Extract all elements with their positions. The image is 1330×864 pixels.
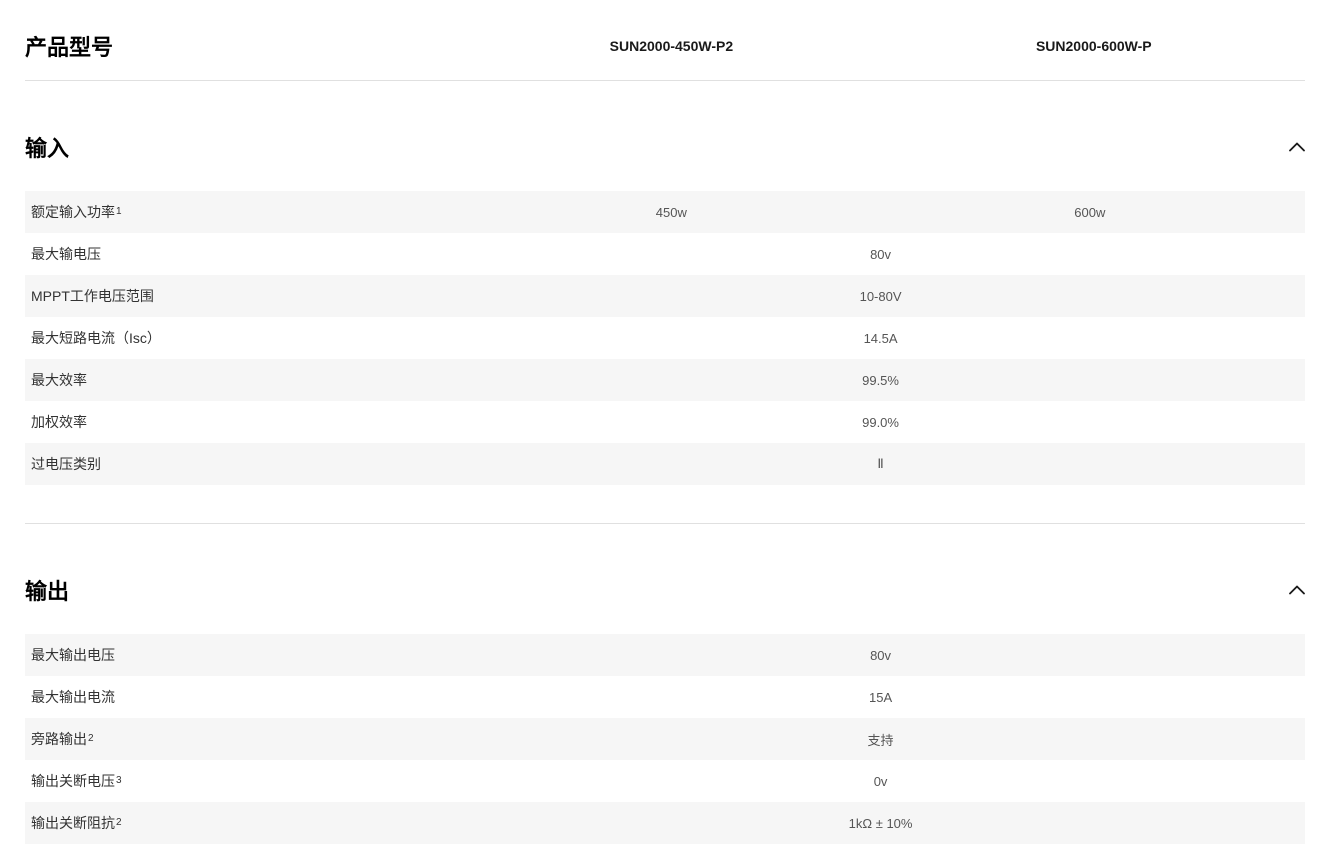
spec-label: 最大输出电压 — [31, 645, 462, 665]
spec-values: 10-80V — [462, 289, 1299, 304]
spec-label: 最大输出电流 — [31, 687, 462, 707]
chevron-up-icon — [1289, 139, 1305, 155]
section-title: 输入 — [25, 131, 69, 163]
spec-value: 80v — [462, 247, 1299, 262]
product-model-label: 产品型号 — [25, 30, 460, 62]
spec-value: 450w — [462, 205, 880, 220]
spec-row: 额定输入功率1450w600w — [25, 191, 1305, 233]
spec-label: 最大效率 — [31, 370, 462, 390]
chevron-up-icon — [1289, 582, 1305, 598]
spec-values: 支持 — [462, 730, 1299, 749]
spec-value: 99.0% — [462, 415, 1299, 430]
spec-row: 过电压类别Ⅱ — [25, 443, 1305, 485]
section-header-toggle[interactable]: 输入 — [25, 131, 1305, 191]
spec-label: 过电压类别 — [31, 454, 462, 474]
spec-row: MPPT工作电压范围10-80V — [25, 275, 1305, 317]
spec-values: 450w600w — [462, 205, 1299, 220]
spec-value: 0v — [462, 774, 1299, 789]
spec-values: 99.5% — [462, 373, 1299, 388]
footnote-sup: 1 — [116, 206, 122, 217]
spec-label: 额定输入功率1 — [31, 202, 462, 222]
spec-label: 旁路输出2 — [31, 729, 462, 749]
spec-label: 最大短路电流（Isc） — [31, 328, 462, 348]
spec-row: 旁路输出2支持 — [25, 718, 1305, 760]
product-model-header: 产品型号 SUN2000-450W-P2 SUN2000-600W-P — [25, 20, 1305, 81]
footnote-sup: 2 — [88, 733, 94, 744]
spec-value: 10-80V — [462, 289, 1299, 304]
spec-label: 输出关断电压3 — [31, 771, 462, 791]
spec-section: 输出最大输出电压80v最大输出电流15A旁路输出2支持输出关断电压30v输出关断… — [25, 574, 1305, 844]
product-column-1: SUN2000-600W-P — [883, 38, 1305, 54]
spec-label: 输出关断阻抗2 — [31, 813, 462, 833]
spec-row: 最大效率99.5% — [25, 359, 1305, 401]
spec-values: 1kΩ ± 10% — [462, 816, 1299, 831]
spec-values: 14.5A — [462, 331, 1299, 346]
spec-value: 99.5% — [462, 373, 1299, 388]
section-header-toggle[interactable]: 输出 — [25, 574, 1305, 634]
spec-values: 99.0% — [462, 415, 1299, 430]
spec-row: 最大输电压80v — [25, 233, 1305, 275]
spec-value: 14.5A — [462, 331, 1299, 346]
spec-label: MPPT工作电压范围 — [31, 286, 462, 306]
spec-value: 支持 — [462, 730, 1299, 749]
spec-values: 0v — [462, 774, 1299, 789]
spec-label: 最大输电压 — [31, 244, 462, 264]
spec-value: Ⅱ — [462, 456, 1299, 472]
spec-value: 1kΩ ± 10% — [462, 816, 1299, 831]
spec-values: 15A — [462, 690, 1299, 705]
footnote-sup: 2 — [116, 817, 122, 828]
spec-value: 600w — [881, 205, 1299, 220]
spec-row: 最大短路电流（Isc）14.5A — [25, 317, 1305, 359]
spec-row: 加权效率99.0% — [25, 401, 1305, 443]
spec-row: 输出关断阻抗21kΩ ± 10% — [25, 802, 1305, 844]
spec-row: 最大输出电流15A — [25, 676, 1305, 718]
product-column-0: SUN2000-450W-P2 — [460, 38, 882, 54]
spec-values: 80v — [462, 247, 1299, 262]
spec-values: 80v — [462, 648, 1299, 663]
spec-values: Ⅱ — [462, 456, 1299, 472]
footnote-sup: 3 — [116, 775, 122, 786]
spec-label: 加权效率 — [31, 412, 462, 432]
spec-value: 15A — [462, 690, 1299, 705]
section-divider — [25, 523, 1305, 524]
spec-row: 最大输出电压80v — [25, 634, 1305, 676]
spec-value: 80v — [462, 648, 1299, 663]
section-title: 输出 — [25, 574, 69, 606]
spec-section: 输入额定输入功率1450w600w最大输电压80vMPPT工作电压范围10-80… — [25, 131, 1305, 485]
spec-row: 输出关断电压30v — [25, 760, 1305, 802]
